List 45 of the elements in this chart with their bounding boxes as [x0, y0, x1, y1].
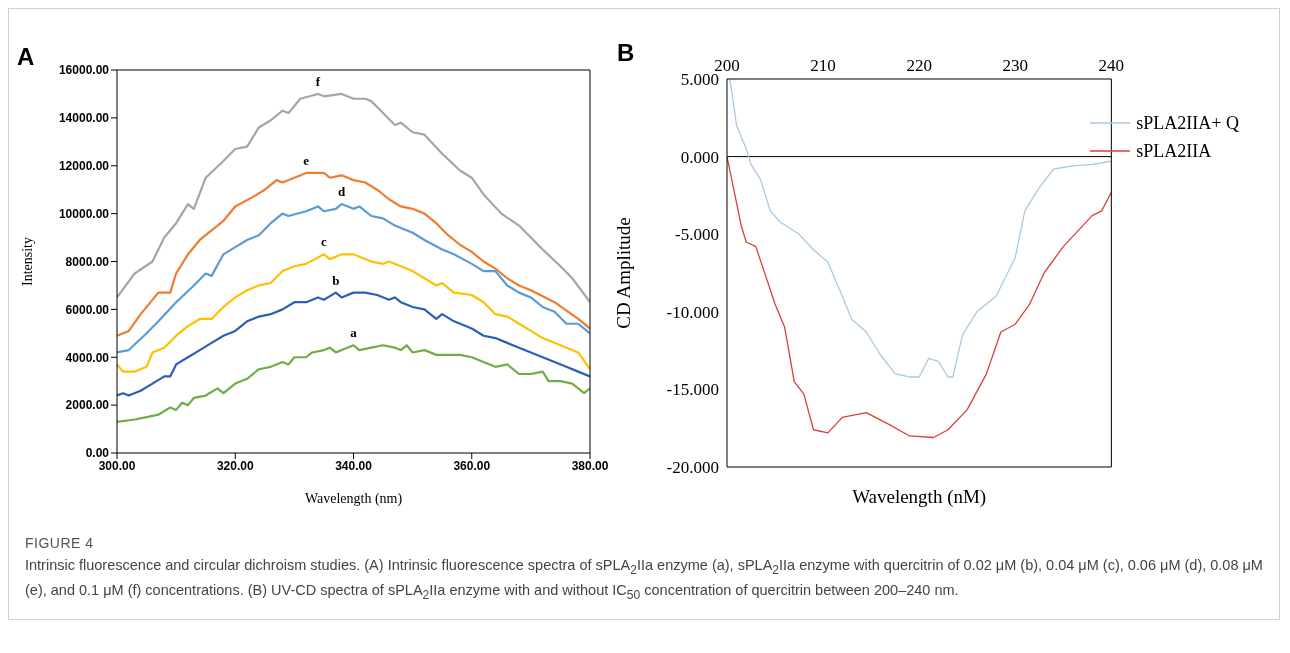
y-axis-title: CD Amplitude — [612, 217, 634, 329]
series-label: a — [350, 325, 358, 341]
x-tick-label: 340.00 — [335, 458, 373, 473]
y-tick-label: 0.00 — [85, 446, 110, 461]
x-tick-label: 240 — [1098, 56, 1125, 75]
y-tick-label: 8000.00 — [65, 254, 110, 269]
line-series — [117, 253, 590, 373]
x-tick-label: 230 — [1002, 56, 1029, 75]
y-tick-label: -20.000 — [666, 458, 719, 478]
y-tick-label: -15.000 — [666, 380, 719, 400]
legend-label: sPLA2IIA — [1136, 140, 1212, 163]
x-tick-label: 300.00 — [98, 458, 136, 473]
series-label: c — [321, 234, 328, 250]
text: Intrinsic fluorescence and circular dichroism studies. (A) Intrinsic fluorescence spectra of sPLA$_{2}$IIa enzyme (a), sPLA$_{2}$IIa enzyme with quercitrin of 0.02 μM (b), 0.04 μM (c), 0.06 μM (d), 0.08 μM (e), and 0.1 μM (f) concentrations. (B) UV-CD spectra of sPLA$_{2}$IIa enzyme with and without IC$_{50}$ concentration of quercitrin between 200–240 nm. — [25, 557, 1263, 602]
chart-title: A — [17, 43, 35, 71]
y-tick-label: 12000.00 — [58, 159, 110, 174]
y-tick-label: 16000.00 — [58, 63, 110, 78]
series-label: d — [338, 184, 347, 200]
x-axis-title: Wavelength (nM) — [852, 486, 987, 508]
x-tick-label: 220 — [906, 56, 932, 75]
y-tick-label: 6000.00 — [65, 302, 110, 317]
y-axis-title: Intensity — [19, 237, 35, 286]
line-series — [117, 171, 590, 337]
x-tick-label: 210 — [810, 56, 836, 75]
y-tick-label: 2000.00 — [65, 398, 110, 413]
y-tick-label: -5.000 — [675, 225, 719, 245]
y-tick-label: 14000.00 — [58, 111, 110, 126]
legend-label: sPLA2IIA+ Q — [1136, 112, 1239, 135]
y-tick-label: 4000.00 — [65, 350, 110, 365]
line-series — [117, 202, 590, 354]
line-series — [117, 92, 590, 304]
x-axis-title: Wavelength (nm) — [304, 491, 403, 507]
line-series — [117, 344, 590, 423]
line-series — [117, 291, 590, 397]
x-tick-label: 320.00 — [216, 458, 254, 473]
series-label: f — [315, 73, 321, 89]
chart-title: B — [617, 39, 635, 67]
y-tick-label: 10000.00 — [58, 206, 110, 221]
series-label: e — [303, 152, 310, 168]
x-tick-label: 360.00 — [453, 458, 491, 473]
y-tick-label: -10.000 — [666, 302, 719, 322]
series-label: b — [332, 272, 340, 288]
x-tick-label: 380.00 — [571, 458, 609, 473]
y-tick-label: 0.000 — [680, 147, 719, 167]
caption: FIGURE 4 — [25, 535, 95, 551]
